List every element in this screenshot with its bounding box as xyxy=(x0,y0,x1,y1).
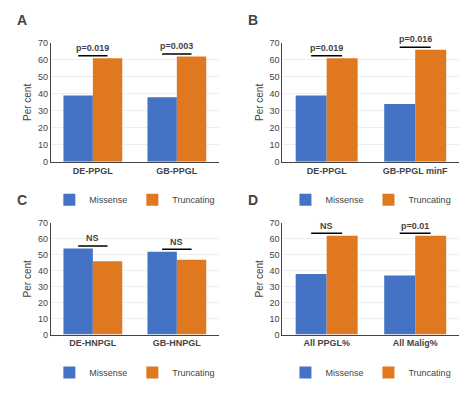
svg-text:30: 30 xyxy=(270,106,280,116)
svg-text:20: 20 xyxy=(38,123,48,133)
svg-text:30: 30 xyxy=(38,106,48,116)
svg-text:10: 10 xyxy=(270,314,280,324)
svg-text:60: 60 xyxy=(38,55,48,65)
svg-text:DE-HNPGL: DE-HNPGL xyxy=(69,338,117,348)
svg-text:50: 50 xyxy=(270,72,280,82)
svg-text:60: 60 xyxy=(270,55,280,65)
svg-text:p=0.019: p=0.019 xyxy=(310,43,343,53)
svg-text:All Malig%: All Malig% xyxy=(393,338,438,348)
svg-text:DE-PPGL: DE-PPGL xyxy=(307,166,348,176)
svg-text:50: 50 xyxy=(270,250,280,260)
svg-text:GB-HNPGL: GB-HNPGL xyxy=(153,338,201,348)
svg-text:Per cent: Per cent xyxy=(22,260,33,297)
svg-text:70: 70 xyxy=(38,218,48,228)
svg-text:10: 10 xyxy=(270,140,280,150)
svg-text:40: 40 xyxy=(38,89,48,99)
svg-text:Truncating: Truncating xyxy=(172,195,214,205)
svg-text:C: C xyxy=(17,192,27,208)
svg-text:20: 20 xyxy=(38,298,48,308)
svg-text:DE-PPGL: DE-PPGL xyxy=(73,166,114,176)
svg-text:Missense: Missense xyxy=(325,195,363,205)
svg-text:Truncating: Truncating xyxy=(408,368,450,378)
svg-text:Truncating: Truncating xyxy=(408,195,450,205)
svg-text:Missense: Missense xyxy=(325,368,363,378)
svg-text:p=0.019: p=0.019 xyxy=(76,43,109,53)
svg-text:10: 10 xyxy=(38,140,48,150)
svg-text:20: 20 xyxy=(270,123,280,133)
svg-text:Missense: Missense xyxy=(89,368,127,378)
svg-text:70: 70 xyxy=(270,38,280,48)
svg-text:0: 0 xyxy=(275,157,280,167)
svg-text:50: 50 xyxy=(38,250,48,260)
svg-text:70: 70 xyxy=(270,218,280,228)
svg-text:NS: NS xyxy=(320,221,333,231)
svg-text:Missense: Missense xyxy=(89,195,127,205)
svg-text:GB-PPGL minF: GB-PPGL minF xyxy=(383,166,448,176)
svg-text:p=0.01: p=0.01 xyxy=(401,221,429,231)
svg-text:60: 60 xyxy=(38,234,48,244)
svg-text:30: 30 xyxy=(270,282,280,292)
svg-text:10: 10 xyxy=(38,314,48,324)
svg-text:Truncating: Truncating xyxy=(172,368,214,378)
svg-text:0: 0 xyxy=(43,157,48,167)
svg-text:70: 70 xyxy=(38,38,48,48)
svg-text:p=0.016: p=0.016 xyxy=(399,34,432,44)
svg-text:Per cent: Per cent xyxy=(22,84,33,121)
svg-text:40: 40 xyxy=(38,266,48,276)
svg-text:NS: NS xyxy=(170,237,183,247)
svg-text:30: 30 xyxy=(38,282,48,292)
svg-text:B: B xyxy=(248,12,258,28)
svg-text:NS: NS xyxy=(86,233,99,243)
svg-text:20: 20 xyxy=(270,298,280,308)
svg-text:A: A xyxy=(17,12,27,28)
svg-text:Per cent: Per cent xyxy=(254,260,265,297)
svg-text:D: D xyxy=(248,192,258,208)
svg-text:60: 60 xyxy=(270,234,280,244)
svg-text:50: 50 xyxy=(38,72,48,82)
svg-text:GB-PPGL: GB-PPGL xyxy=(156,166,198,176)
svg-text:p=0.003: p=0.003 xyxy=(160,41,193,51)
svg-text:0: 0 xyxy=(43,330,48,340)
svg-text:40: 40 xyxy=(270,266,280,276)
svg-text:0: 0 xyxy=(275,330,280,340)
svg-text:40: 40 xyxy=(270,89,280,99)
svg-text:All PPGL%: All PPGL% xyxy=(303,338,350,348)
svg-text:Per cent: Per cent xyxy=(254,84,265,121)
